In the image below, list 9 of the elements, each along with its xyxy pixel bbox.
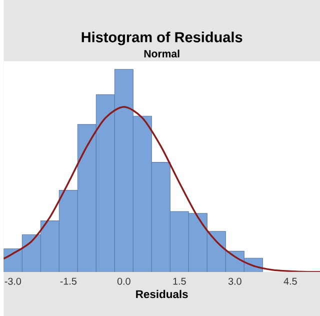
x-tick-label: 0.0 — [117, 278, 130, 285]
x-tick-label: 4.5 — [284, 278, 297, 285]
x-axis-title: Residuals — [136, 290, 188, 298]
chart-title: Histogram of Residuals — [82, 32, 242, 46]
x-tick-label: 1.5 — [173, 278, 186, 285]
chart-subtitle: Normal — [144, 50, 180, 58]
x-tick-label: 3.0 — [228, 278, 242, 285]
x-tick-label: -3.0 — [4, 278, 22, 285]
x-tick-label: -1.5 — [60, 278, 77, 285]
